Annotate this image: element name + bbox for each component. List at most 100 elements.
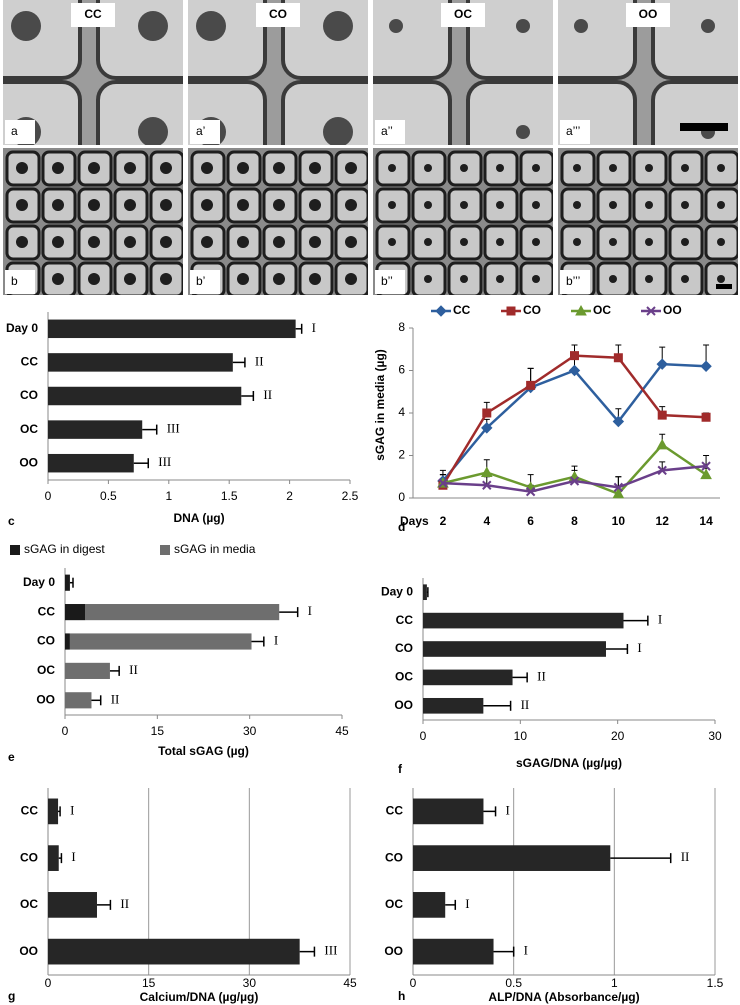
aggregate [388, 201, 396, 209]
bar [48, 798, 59, 825]
aggregate [52, 199, 64, 211]
panel-label: a’’’ [566, 124, 580, 138]
error-bar [299, 946, 316, 957]
aggregate [717, 275, 725, 283]
x-tick-label: 0 [62, 724, 69, 738]
bar [423, 584, 427, 601]
significance-label: III [158, 454, 171, 469]
scale-bar [680, 123, 728, 131]
aggregate [237, 273, 249, 285]
panel-label: b’ [196, 274, 205, 288]
aggregate [496, 275, 504, 283]
error-bar [483, 806, 497, 817]
panel-label: c [8, 514, 15, 528]
panel-label: g [8, 989, 15, 1003]
y-tick-label: OO [19, 944, 38, 958]
error-bar [241, 391, 255, 401]
aggregate [323, 117, 353, 145]
aggregate [645, 164, 653, 172]
aggregate [237, 199, 249, 211]
aggregate [681, 164, 689, 172]
aggregate [701, 19, 715, 33]
panel-label: d [398, 520, 405, 534]
bar-segment [65, 662, 110, 679]
image-panel: OO a’’’ [558, 0, 738, 145]
x-tick-label: 1 [611, 976, 618, 990]
marker [480, 466, 493, 477]
x-tick-label: 45 [335, 724, 349, 738]
y-tick-label: OC [395, 670, 413, 684]
label-box [71, 3, 115, 27]
aggregate [16, 162, 28, 174]
marker [613, 482, 624, 493]
x-tick-label: 6 [527, 514, 534, 528]
x-tick-label: 2 [286, 489, 293, 503]
x-tick-label: 10 [612, 514, 626, 528]
error-bar [91, 695, 102, 706]
aggregate [424, 201, 432, 209]
significance-label: II [120, 896, 129, 911]
aggregate [573, 238, 581, 246]
aggregate [681, 201, 689, 209]
significance-label: I [465, 896, 469, 911]
panel-label: b [11, 274, 18, 288]
y-tick-label: CC [21, 355, 39, 369]
significance-label: I [70, 802, 74, 817]
legend-label: sGAG in digest [24, 542, 105, 556]
error-bar [703, 455, 710, 467]
aggregate [160, 162, 172, 174]
bar [413, 845, 611, 871]
marker [701, 412, 711, 422]
panel-label: h [398, 989, 405, 1003]
aggregate [645, 238, 653, 246]
aggregate [609, 201, 617, 209]
x-tick-label: 30 [243, 724, 257, 738]
aggregate [532, 201, 540, 209]
x-axis-title: Days [400, 514, 429, 528]
x-tick-label: 2.5 [342, 489, 359, 503]
marker [435, 305, 447, 317]
marker [656, 358, 668, 370]
x-axis-title: ALP/DNA (Absorbance/µg) [488, 990, 639, 1004]
aggregate [273, 236, 285, 248]
error-bar [483, 700, 512, 711]
x-axis-title: Total sGAG (µg) [158, 744, 249, 758]
bar-segment [65, 633, 70, 650]
aggregate [201, 199, 213, 211]
error-bar [142, 424, 158, 435]
panel-label: a’ [196, 124, 205, 138]
significance-label: I [312, 320, 316, 335]
significance-label: II [263, 387, 272, 402]
aggregate [309, 273, 321, 285]
aggregate [52, 273, 64, 285]
x-tick-label: 45 [343, 976, 357, 990]
x-tick-label: 1.5 [707, 976, 724, 990]
bar [48, 386, 242, 406]
aggregate [460, 201, 468, 209]
panel-label: b’’ [381, 274, 393, 288]
legend-label: OC [593, 303, 611, 317]
error-bar [133, 458, 150, 469]
x-tick-label: 14 [699, 514, 713, 528]
x-tick-label: 0 [45, 976, 52, 990]
aggregate [389, 19, 403, 33]
error-bar [659, 461, 666, 471]
panel-label: a [11, 124, 18, 138]
bar [48, 420, 143, 439]
aggregate [516, 125, 530, 139]
y-tick-label: Day 0 [23, 575, 55, 589]
aggregate [496, 164, 504, 172]
marker [481, 422, 493, 434]
significance-label: I [524, 943, 528, 958]
marker [700, 360, 712, 372]
y-tick-label: CO [20, 850, 38, 864]
aggregate [309, 162, 321, 174]
y-tick-label: OO [394, 698, 413, 712]
image-panel: b [3, 148, 183, 295]
x-axis-title: Calcium/DNA (µg/µg) [140, 990, 259, 1004]
aggregate [574, 19, 588, 33]
aggregate [160, 199, 172, 211]
significance-label: I [308, 603, 312, 618]
significance-label: III [324, 943, 337, 958]
aggregate [532, 164, 540, 172]
